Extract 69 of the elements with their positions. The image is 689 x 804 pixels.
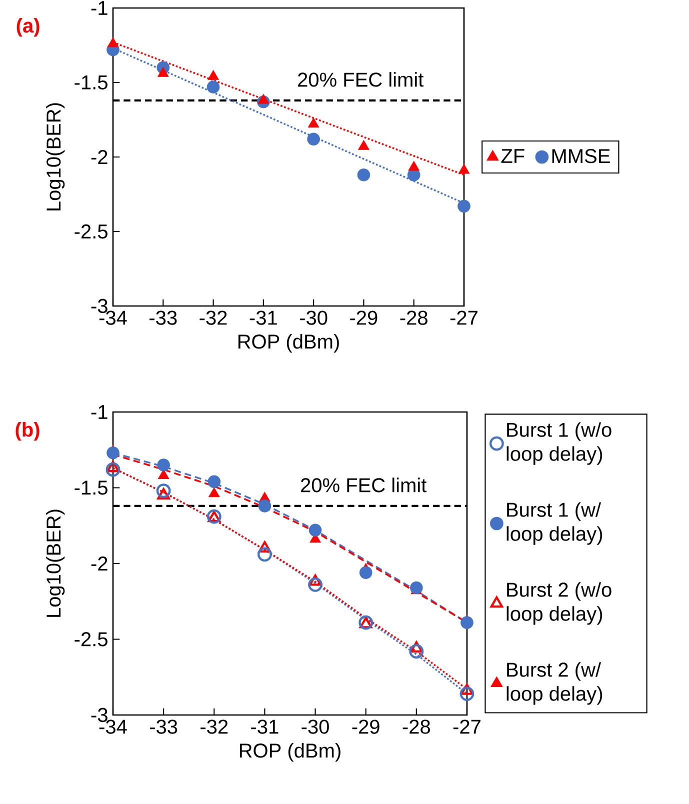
ref-line-label: 20% FEC limit	[301, 478, 427, 492]
x-tick-label: -30	[300, 310, 328, 325]
point	[208, 70, 219, 80]
legend-label: ZF	[501, 149, 524, 163]
point	[307, 132, 320, 146]
point	[458, 164, 470, 174]
y-tick-label: -1.5	[74, 480, 108, 495]
legend-label: Burst 1 (w/ loop delay)	[506, 502, 602, 545]
point	[158, 67, 169, 77]
point	[359, 566, 372, 579]
x-tick-label: -28	[400, 310, 428, 325]
legend-label: Burst 2 (w/ loop delay)	[506, 662, 602, 705]
x-tick-label: -29	[352, 720, 380, 734]
point	[308, 118, 320, 128]
x-tick-label: -31	[251, 720, 278, 734]
point	[357, 168, 370, 182]
point	[258, 500, 272, 512]
y-tick-label: -2	[91, 150, 108, 164]
x-tick-label: -27	[453, 720, 480, 734]
point	[308, 574, 322, 586]
point	[106, 460, 120, 472]
point	[410, 641, 423, 652]
x-tick-label: -32	[200, 310, 227, 325]
y-tick-label: -2.5	[74, 224, 108, 239]
y-axis-title: Log10(BER)	[46, 510, 65, 617]
x-tick-label: -32	[200, 720, 228, 734]
x-tick-label: -30	[302, 720, 329, 734]
point	[157, 488, 170, 500]
point	[258, 94, 270, 104]
point	[460, 616, 474, 629]
x-tick-label: -27	[450, 310, 478, 325]
point	[156, 484, 171, 498]
point	[208, 487, 220, 498]
x-axis-title: ROP (dBm)	[238, 334, 339, 353]
y-axis-title: Log10(BER)	[46, 103, 65, 210]
y-tick-label: -2	[91, 556, 108, 570]
point	[308, 578, 322, 592]
legend-label: MMSE	[552, 149, 610, 164]
y-tick-label: -1	[91, 405, 108, 419]
ref-line-label: 20% FEC limit	[298, 72, 424, 87]
legend-label: Burst 2 (w/o loop delay)	[506, 582, 612, 625]
x-tick-label: -33	[150, 720, 178, 734]
point	[460, 686, 474, 701]
point	[408, 161, 420, 171]
point	[208, 475, 221, 488]
y-tick-label: -2.5	[74, 632, 108, 646]
point	[106, 462, 120, 477]
point	[206, 80, 220, 94]
point	[409, 644, 424, 659]
x-tick-label: -33	[150, 310, 177, 325]
x-tick-label: -28	[402, 720, 430, 734]
legend-label: Burst 1 (w/o loop delay)	[506, 422, 612, 465]
point	[107, 37, 119, 48]
point	[157, 458, 170, 472]
x-tick-label: -29	[350, 310, 378, 325]
y-tick-label: -1.5	[74, 76, 108, 90]
point	[460, 684, 474, 695]
point	[410, 581, 423, 594]
chart-title: (a)	[16, 18, 40, 37]
point	[458, 200, 470, 213]
x-axis-title: ROP (dBm)	[240, 743, 340, 762]
point	[258, 547, 272, 562]
point	[358, 140, 370, 150]
chart-title: (b)	[16, 422, 40, 441]
point	[106, 446, 120, 460]
point	[258, 541, 272, 552]
y-tick-label: -1	[91, 1, 108, 15]
x-tick-label: -31	[250, 310, 277, 325]
point	[308, 524, 322, 537]
